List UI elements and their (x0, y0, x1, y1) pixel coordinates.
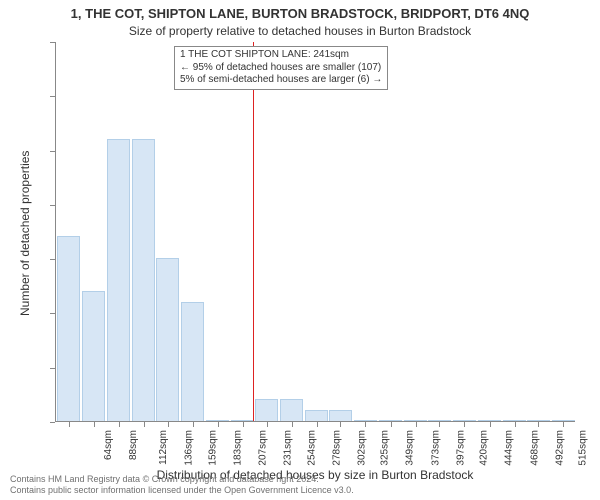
x-tick-label: 159sqm (207, 430, 218, 466)
x-tick-mark (144, 422, 145, 427)
x-tick-mark (69, 422, 70, 427)
bar (503, 420, 526, 421)
bar (527, 420, 550, 421)
y-tick-label: 25 (0, 145, 44, 156)
x-tick-mark (193, 422, 194, 427)
y-tick-mark (50, 422, 55, 423)
annotation-box: 1 THE COT SHIPTON LANE: 241sqm ← 95% of … (174, 46, 388, 90)
y-tick-mark (50, 96, 55, 97)
x-tick-label: 515sqm (578, 430, 589, 466)
bar (156, 258, 179, 421)
y-tick-label: 0 (0, 417, 44, 428)
bar (206, 420, 229, 421)
annotation-line2: ← 95% of detached houses are smaller (10… (180, 62, 382, 75)
bar (478, 420, 501, 421)
x-tick-mark (317, 422, 318, 427)
y-tick-mark (50, 313, 55, 314)
x-tick-mark (416, 422, 417, 427)
footer: Contains HM Land Registry data © Crown c… (10, 474, 354, 497)
x-tick-label: 278sqm (331, 430, 342, 466)
x-tick-label: 349sqm (405, 430, 416, 466)
bar (107, 139, 130, 421)
bar (181, 302, 204, 421)
y-tick-label: 10 (0, 308, 44, 319)
x-tick-mark (391, 422, 392, 427)
x-tick-label: 88sqm (128, 430, 139, 460)
bar (379, 420, 402, 421)
x-tick-mark (267, 422, 268, 427)
x-tick-mark (243, 422, 244, 427)
x-tick-label: 444sqm (504, 430, 515, 466)
chart-root: 1, THE COT, SHIPTON LANE, BURTON BRADSTO… (0, 0, 600, 500)
x-tick-mark (515, 422, 516, 427)
bars-group (56, 42, 575, 421)
x-tick-mark (439, 422, 440, 427)
bar (354, 420, 377, 421)
x-tick-mark (490, 422, 491, 427)
y-tick-mark (50, 259, 55, 260)
bar (404, 420, 427, 421)
x-tick-label: 468sqm (529, 430, 540, 466)
y-tick-label: 30 (0, 91, 44, 102)
x-tick-label: 302sqm (356, 430, 367, 466)
x-tick-mark (119, 422, 120, 427)
y-tick-mark (50, 205, 55, 206)
x-tick-label: 373sqm (430, 430, 441, 466)
x-tick-mark (538, 422, 539, 427)
x-tick-label: 325sqm (380, 430, 391, 466)
x-tick-label: 254sqm (306, 430, 317, 466)
y-tick-mark (50, 42, 55, 43)
bar (231, 420, 254, 421)
x-tick-mark (218, 422, 219, 427)
plot-area: 1 THE COT SHIPTON LANE: 241sqm ← 95% of … (55, 42, 575, 422)
y-tick-mark (50, 368, 55, 369)
chart-title-line1: 1, THE COT, SHIPTON LANE, BURTON BRADSTO… (0, 6, 600, 21)
annotation-line3: 5% of semi-detached houses are larger (6… (180, 74, 382, 87)
x-tick-label: 397sqm (455, 430, 466, 466)
x-tick-mark (563, 422, 564, 427)
x-tick-mark (464, 422, 465, 427)
footer-line2: Contains public sector information licen… (10, 485, 354, 496)
x-tick-label: 183sqm (232, 430, 243, 466)
annotation-line1: 1 THE COT SHIPTON LANE: 241sqm (180, 49, 382, 62)
bar (453, 420, 476, 421)
bar (280, 399, 303, 421)
bar (82, 291, 105, 421)
bar (305, 410, 328, 421)
x-tick-label: 420sqm (479, 430, 490, 466)
bar (57, 236, 80, 421)
y-tick-label: 15 (0, 254, 44, 265)
footer-line1: Contains HM Land Registry data © Crown c… (10, 474, 354, 485)
x-tick-label: 231sqm (282, 430, 293, 466)
x-tick-mark (168, 422, 169, 427)
reference-line (253, 42, 254, 421)
bar (552, 420, 575, 421)
x-tick-label: 492sqm (554, 430, 565, 466)
x-tick-mark (340, 422, 341, 427)
bar (255, 399, 278, 421)
y-tick-mark (50, 151, 55, 152)
x-tick-mark (292, 422, 293, 427)
x-tick-mark (94, 422, 95, 427)
x-tick-label: 136sqm (183, 430, 194, 466)
y-tick-label: 5 (0, 362, 44, 373)
y-axis-label: Number of detached properties (18, 150, 32, 315)
bar (329, 410, 352, 421)
x-tick-label: 64sqm (103, 430, 114, 460)
x-tick-mark (365, 422, 366, 427)
bar (132, 139, 155, 421)
y-tick-label: 20 (0, 199, 44, 210)
bar (428, 420, 451, 421)
x-tick-label: 207sqm (257, 430, 268, 466)
x-tick-label: 112sqm (157, 430, 168, 465)
chart-title-line2: Size of property relative to detached ho… (0, 24, 600, 38)
y-tick-label: 35 (0, 37, 44, 48)
